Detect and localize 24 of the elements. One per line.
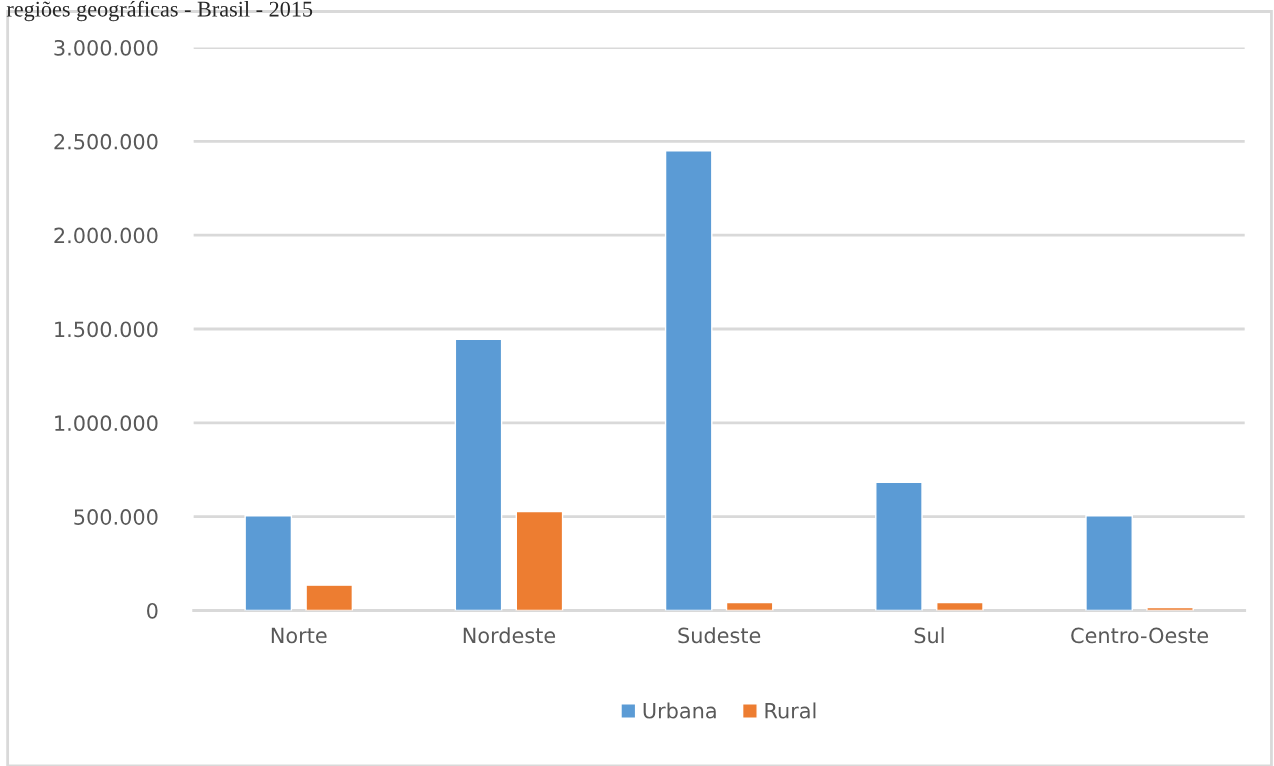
y-tick-label: 2.500.000	[54, 133, 158, 150]
y-tick-label: 0	[147, 602, 158, 619]
x-tick-label: Norte	[271, 627, 327, 644]
bar	[1085, 515, 1133, 611]
x-tick-label: Sul	[914, 627, 944, 644]
bar	[875, 481, 923, 611]
y-tick-label: 2.000.000	[54, 227, 158, 244]
y-tick-label: 1.500.000	[55, 321, 158, 338]
legend-label: Urbana	[643, 702, 716, 719]
x-tick-label: Centro-Oeste	[1071, 627, 1209, 644]
legend-label: Rural	[765, 702, 816, 719]
y-tick-label: 500.000	[74, 509, 158, 525]
bar	[725, 601, 774, 611]
x-tick-label: Sudeste	[678, 627, 761, 644]
y-tick-label: 1.000.000	[55, 415, 158, 432]
bar	[515, 510, 564, 611]
bar	[244, 515, 293, 611]
bar	[664, 150, 713, 611]
bar	[454, 338, 503, 611]
y-tick-label: 3.000.000	[54, 39, 158, 56]
x-tick-label: Nordeste	[463, 627, 556, 644]
bar	[305, 584, 354, 611]
chart-title: regiões geográficas - Brasil - 2015	[6, 0, 313, 22]
bar	[936, 601, 984, 611]
